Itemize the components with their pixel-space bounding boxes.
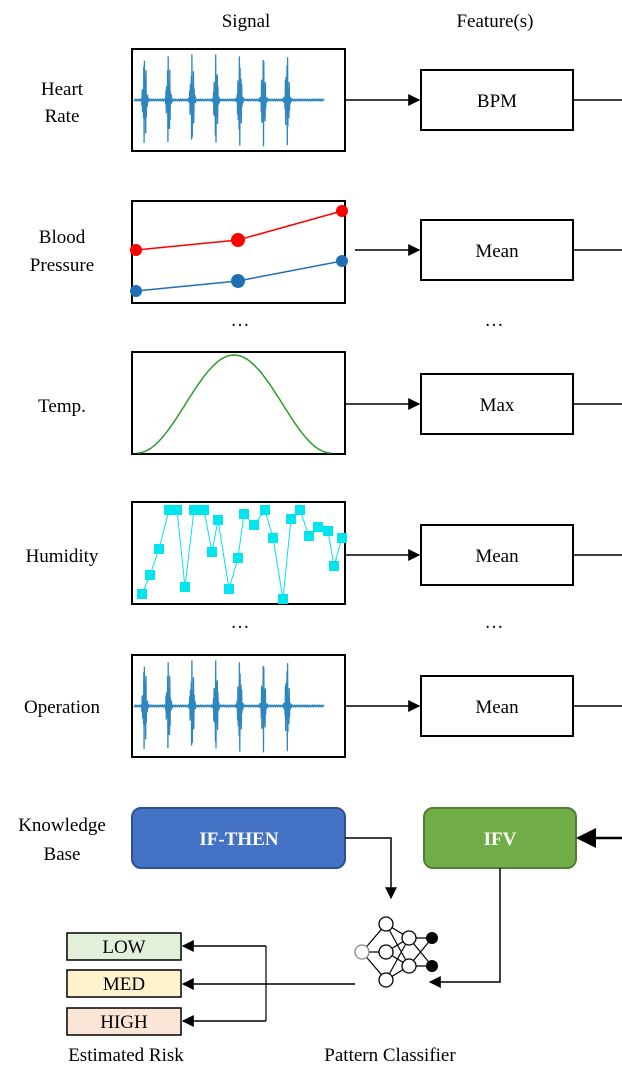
arrow-rules-to-classifier [345,837,397,900]
bp-systolic-point [130,244,142,256]
feature-label-mean-bp: Mean [475,241,519,262]
row-label-humidity: Humidity [26,546,99,567]
ellipsis-feature: … [485,310,504,331]
humidity-point [199,505,209,515]
humidity-point [172,505,182,515]
row-label-blood-pressure-line1: Blood [39,227,86,248]
risk-box-low [66,932,182,961]
bp-diastolic-point [336,255,348,267]
temperature-curve [136,354,332,454]
ellipsis-signal: … [231,612,250,633]
humidity-point [154,544,164,554]
humidity-point [233,553,243,563]
feature-label-bpm: BPM [477,91,517,112]
neural-network-icon [354,916,438,988]
humidity-point [260,505,270,515]
humidity-point [224,584,234,594]
estimated-risk-label: Estimated Risk [68,1045,184,1066]
humidity-point [249,520,259,530]
risk-box-med [66,969,182,998]
pattern-classifier-label: Pattern Classifier [324,1045,456,1066]
risk-label-low: LOW [102,937,145,958]
feature-label-max: Max [480,395,515,416]
signal-column-header: Signal [222,11,271,32]
humidity-point [313,522,323,532]
humidity-point [145,570,155,580]
humidity-point [304,531,314,541]
risk-label-high: HIGH [100,1012,148,1033]
humidity-point [337,533,347,543]
waveform-icon [133,54,325,147]
ifv-label: IFV [484,829,517,850]
features-column-header: Feature(s) [456,11,533,32]
row-label-temp: Temp. [38,396,86,417]
humidity-point [207,547,217,557]
humidity-point [268,533,278,543]
waveform-trace [133,660,325,753]
row-label-blood-pressure-line2: Pressure [30,255,94,276]
knowledge-base-label-line2: Base [44,844,81,865]
feature-box-bpm [420,69,574,131]
humidity-point [189,505,199,515]
row-label-operation: Operation [24,697,100,718]
bp-diastolic-point [231,274,245,288]
humidity-point [180,582,190,592]
humidity-point [286,514,296,524]
bp-diastolic-point [130,285,142,297]
ellipsis-signal: … [231,310,250,331]
bp-systolic-point [231,233,245,247]
humidity-point [329,561,339,571]
humidity-point [239,509,249,519]
feature-label-mean-humidity: Mean [475,546,519,567]
feature-box-max [420,373,574,435]
humidity-point [213,515,223,525]
ellipsis-feature: … [485,612,504,633]
feature-box-mean-humidity [420,524,574,586]
two-line-trend-icon [130,205,348,297]
humidity-point [323,526,333,536]
risk-label-med: MED [103,974,145,995]
risk-box-high [66,1007,182,1036]
humidity-point [295,505,305,515]
arrow-ifv-to-classifier [428,868,501,988]
rules-label: IF-THEN [199,829,278,850]
humidity-point [278,594,288,604]
humidity-point [137,589,147,599]
signal-box-temp [131,351,346,455]
scatter-line-icon [137,505,347,604]
row-label-heart-rate-line1: Heart [41,79,84,100]
row-label-heart-rate-line2: Rate [45,106,80,127]
bp-systolic-point [336,205,348,217]
sine-wave-icon [136,354,332,454]
waveform-icon [133,660,325,753]
knowledge-base-label-line1: Knowledge [18,815,106,836]
humidity-point [164,505,174,515]
feature-label-mean-operation: Mean [475,697,519,718]
waveform-trace [133,54,325,147]
